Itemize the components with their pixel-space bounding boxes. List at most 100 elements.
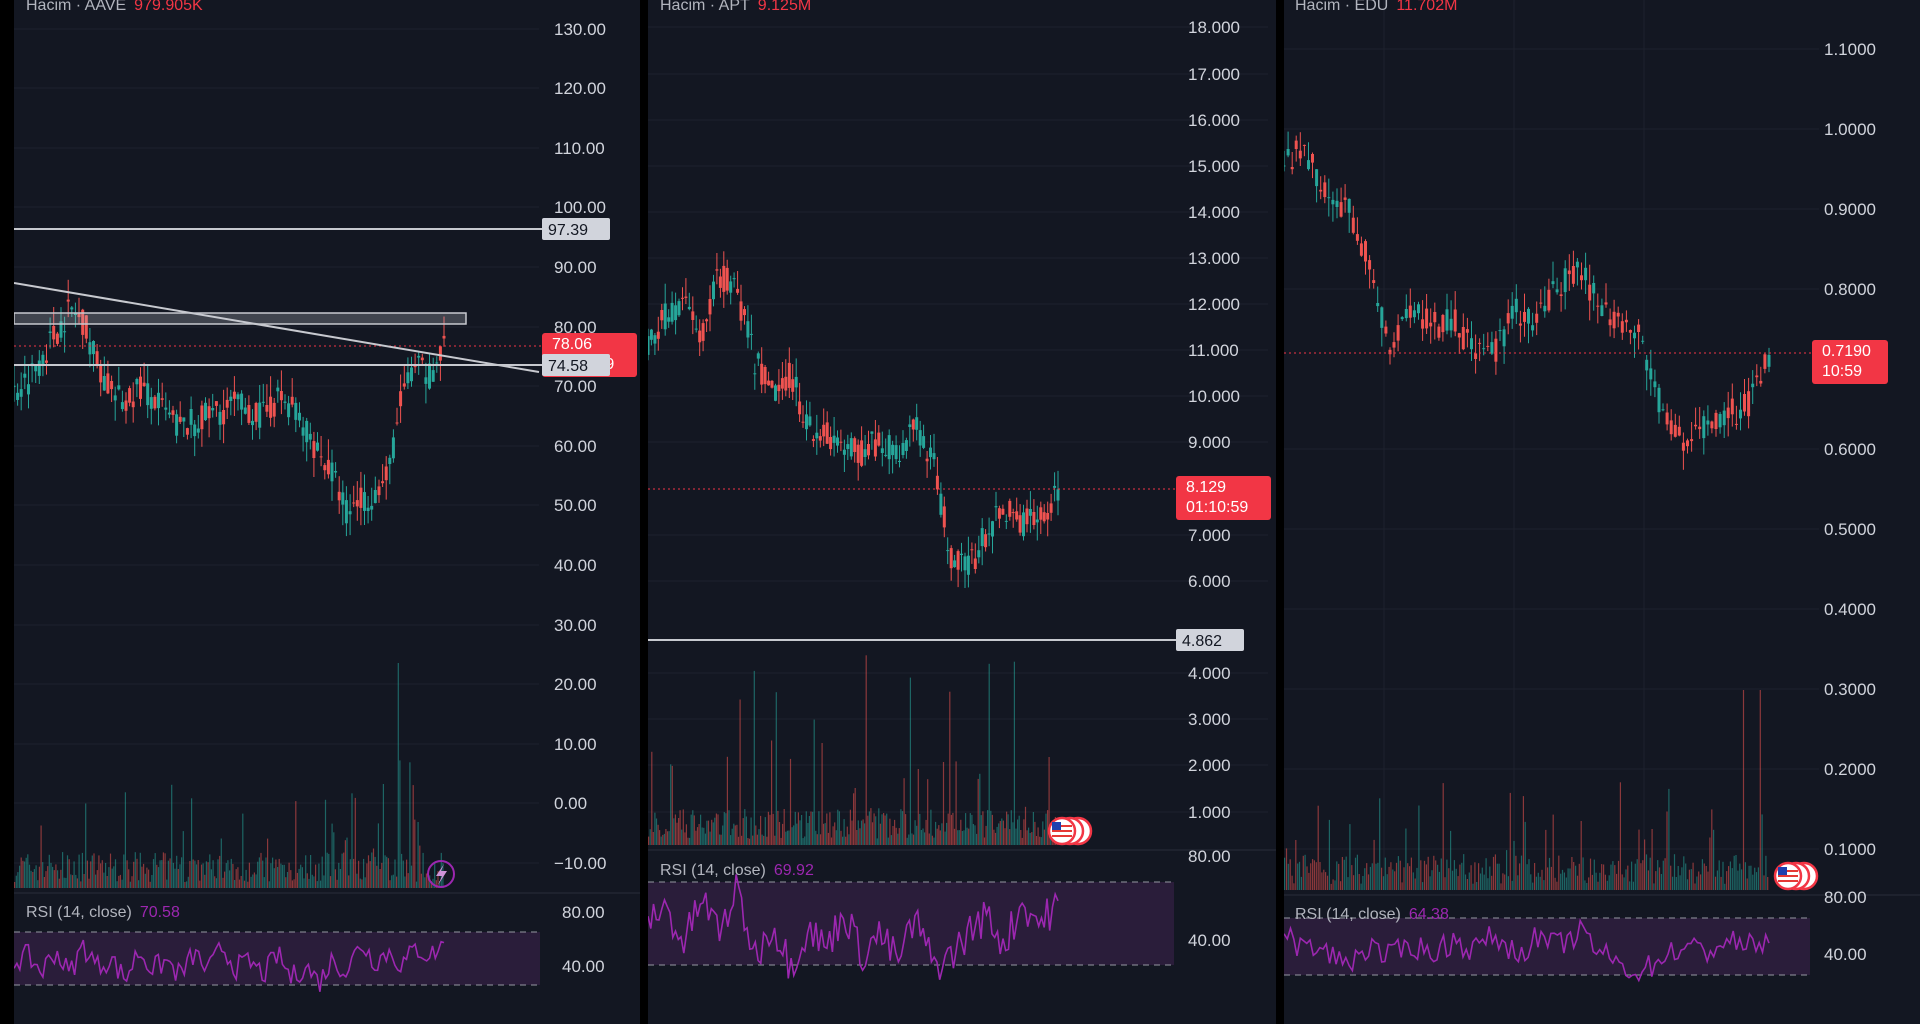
lightning-icon[interactable]	[427, 860, 455, 888]
volume-bar	[379, 869, 381, 888]
candle-body	[887, 435, 891, 460]
candle-body	[1331, 199, 1335, 205]
candle-body	[106, 373, 110, 394]
volume-bar	[1470, 865, 1472, 890]
candle-body	[110, 381, 114, 390]
candle-body	[120, 402, 124, 410]
candle-body	[1657, 387, 1661, 413]
volume-bar	[410, 865, 413, 888]
candle-body	[946, 550, 950, 552]
volume-bar	[1492, 856, 1495, 890]
candle-body	[146, 383, 150, 406]
volume-bar	[141, 866, 143, 888]
volume-label: Hacim · AAVE	[26, 0, 127, 14]
volume-bar	[200, 864, 203, 888]
volume-bar	[700, 814, 702, 845]
candle-body	[178, 416, 182, 422]
volume-bar	[1580, 821, 1582, 890]
volume-bar	[690, 814, 692, 845]
volume-bar	[804, 836, 806, 845]
volume-bar	[678, 818, 680, 845]
us-flag-icon[interactable]	[1773, 861, 1819, 891]
candle-body	[359, 487, 363, 508]
volume-bar	[1657, 860, 1659, 890]
volume-bar	[1741, 869, 1743, 890]
volume-bar	[684, 832, 686, 845]
volume-bar	[386, 856, 388, 888]
chart-panel-edu[interactable]: 1.1000 1.0000 0.9000 0.8000 0.6000 0.5000 0.40…	[1284, 0, 1920, 1024]
candle-body	[1567, 270, 1571, 275]
volume-bar	[1399, 860, 1401, 890]
candle-body	[84, 315, 88, 339]
candle-body	[189, 409, 193, 425]
volume-bar	[764, 817, 766, 845]
candle-body	[23, 373, 27, 378]
candle-body	[708, 299, 712, 315]
rsi-value: 64.38	[1408, 906, 1449, 923]
volume-bar	[673, 818, 675, 845]
candle-body	[1600, 305, 1604, 316]
volume-bar	[382, 784, 384, 888]
volume-bar	[1013, 661, 1015, 845]
volume-bar	[323, 875, 325, 888]
volume-bar	[1334, 880, 1336, 890]
volume-bar	[225, 863, 227, 888]
volume-bar	[1660, 874, 1662, 890]
aave-chart-canvas[interactable]: 130.00 120.00 110.00 100.00 90.00 80.00 70.00 6…	[14, 0, 640, 1024]
volume-bar	[1450, 830, 1452, 890]
rectangle-zone[interactable]	[14, 312, 467, 325]
volume-bar	[652, 832, 654, 845]
candle-body	[1710, 421, 1714, 429]
candle-body	[1307, 160, 1310, 170]
us-flag-icon[interactable]	[1047, 816, 1093, 846]
candle-body	[1408, 305, 1412, 318]
candle-body	[391, 437, 395, 459]
candle-body	[1039, 507, 1043, 520]
volume-bar	[310, 855, 312, 888]
volume-bar	[22, 860, 24, 888]
volume-bar	[812, 811, 814, 845]
candle-body	[1008, 500, 1012, 517]
volume-bar	[1024, 806, 1027, 845]
chart-panel-apt[interactable]: 18.000 17.000 16.000 15.000 14.000 13.000 12.0…	[648, 0, 1276, 1024]
candle-body	[1298, 150, 1302, 159]
candle-body	[204, 402, 207, 421]
volume-bar	[851, 820, 853, 845]
volume-bar	[1728, 866, 1730, 890]
volume-bar	[1752, 874, 1754, 890]
volume-bar	[826, 813, 828, 845]
volume-bar	[1571, 857, 1573, 890]
candle-body	[1018, 515, 1022, 533]
candle-body	[1392, 342, 1396, 348]
candle-body	[1486, 345, 1490, 347]
volume-bar	[916, 825, 918, 845]
candle-body	[663, 303, 667, 330]
price-axis-tick: 90.00	[554, 258, 597, 277]
candle-body	[1755, 375, 1759, 378]
volume-bar	[1338, 863, 1340, 890]
volume-bar	[394, 859, 396, 888]
chart-panel-aave[interactable]: 130.00 120.00 110.00 100.00 90.00 80.00 70.00 6…	[14, 0, 640, 1024]
volume-bar	[979, 773, 981, 845]
price-axis-tick: 80.00	[554, 318, 597, 337]
volume-bar	[1455, 868, 1457, 890]
volume-bar	[1621, 874, 1623, 890]
volume-bar	[666, 831, 669, 845]
volume-bar	[827, 832, 829, 845]
edu-chart-canvas[interactable]: 1.1000 1.0000 0.9000 0.8000 0.6000 0.5000 0.40…	[1284, 0, 1920, 1024]
level-badge	[1176, 629, 1244, 651]
apt-chart-canvas[interactable]: 18.000 17.000 16.000 15.000 14.000 13.000 12.0…	[648, 0, 1276, 1024]
trend-line[interactable]	[14, 282, 540, 373]
candle-body	[873, 439, 877, 457]
volume-bar	[952, 812, 954, 845]
volume-bar	[420, 873, 422, 888]
candle-body	[649, 329, 653, 340]
volume-bar	[232, 863, 234, 888]
candle-body	[1046, 513, 1050, 520]
candle-body	[254, 403, 258, 422]
volume-bar	[905, 814, 907, 845]
volume-bar	[131, 876, 133, 888]
volume-bar	[871, 822, 874, 845]
volume-bar	[1006, 811, 1008, 845]
candle-body	[232, 391, 236, 399]
